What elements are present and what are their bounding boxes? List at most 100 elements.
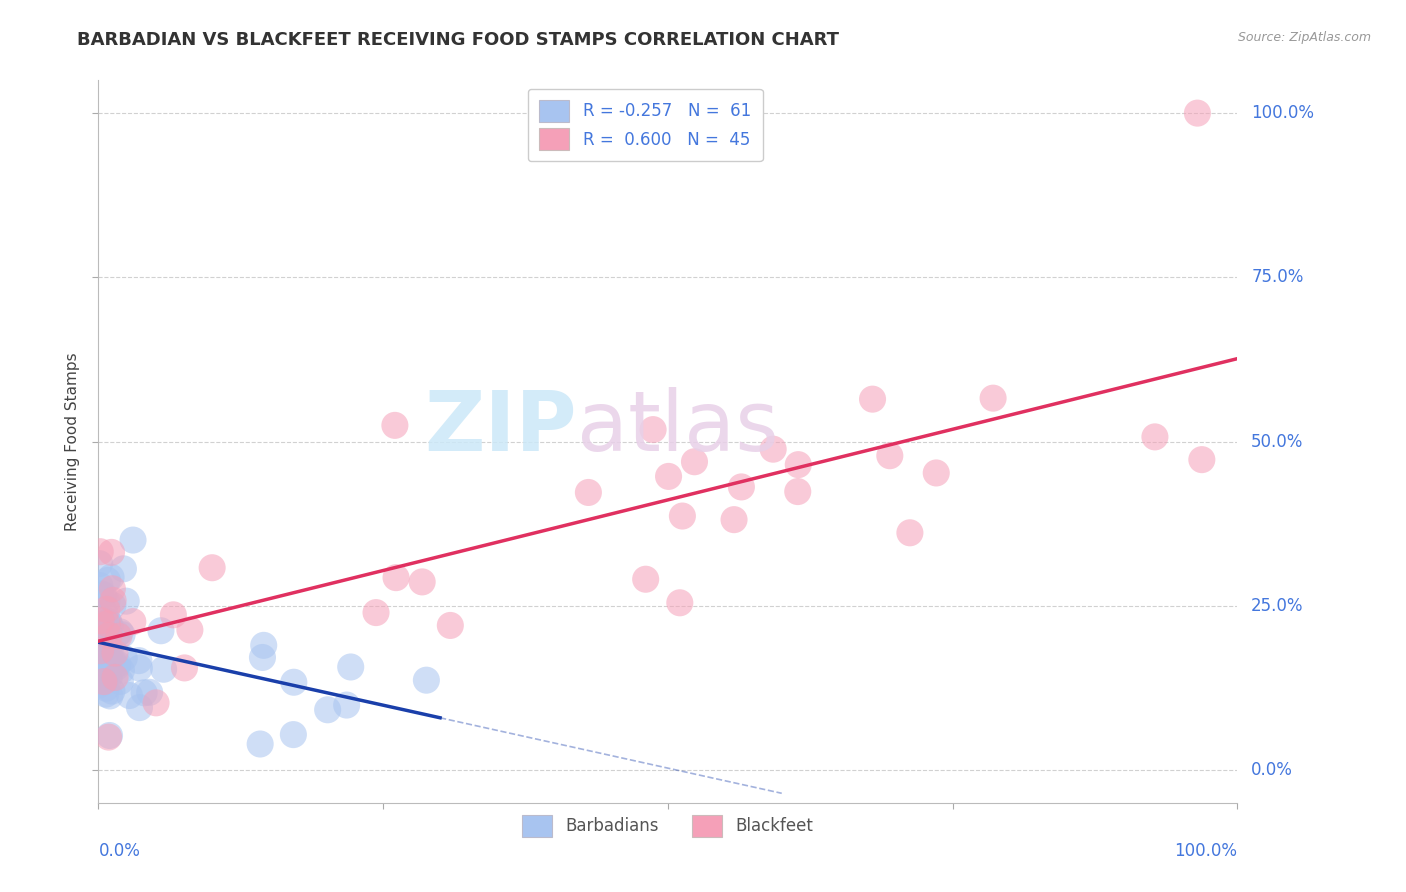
Point: [283, 675, 305, 690]
Point: [98, 671, 121, 685]
Text: 50.0%: 50.0%: [1251, 433, 1303, 450]
Point: [723, 513, 745, 527]
Point: [94, 606, 117, 620]
Point: [862, 392, 884, 406]
Point: [96, 681, 118, 696]
Point: [786, 484, 808, 499]
Point: [121, 615, 143, 629]
Point: [89, 557, 111, 571]
Point: [112, 562, 135, 576]
Point: [90, 649, 112, 664]
Point: [669, 596, 692, 610]
Text: ZIP: ZIP: [425, 386, 576, 467]
Point: [787, 458, 810, 472]
Text: 100.0%: 100.0%: [1174, 842, 1237, 860]
Point: [98, 628, 121, 642]
Point: [100, 545, 122, 559]
Point: [98, 729, 121, 743]
Point: [90, 587, 112, 601]
Point: [634, 572, 657, 586]
Point: [152, 662, 174, 676]
Point: [97, 615, 120, 629]
Point: [112, 651, 135, 665]
Point: [385, 571, 408, 585]
Point: [128, 654, 150, 668]
Point: [105, 660, 128, 674]
Point: [101, 684, 124, 698]
Point: [415, 673, 437, 688]
Point: [339, 660, 361, 674]
Point: [96, 616, 118, 631]
Point: [138, 685, 160, 699]
Point: [97, 615, 120, 629]
Point: [96, 602, 118, 616]
Point: [149, 624, 172, 638]
Point: [96, 618, 118, 632]
Point: [879, 449, 901, 463]
Point: [249, 737, 271, 751]
Text: 0.0%: 0.0%: [1251, 761, 1294, 779]
Point: [91, 630, 114, 644]
Point: [336, 698, 359, 712]
Point: [898, 525, 921, 540]
Point: [1191, 452, 1213, 467]
Point: [179, 623, 201, 637]
Point: [98, 619, 121, 633]
Point: [110, 663, 132, 677]
Point: [87, 678, 110, 692]
Point: [91, 671, 114, 685]
Point: [925, 466, 948, 480]
Point: [96, 668, 118, 682]
Y-axis label: Receiving Food Stamps: Receiving Food Stamps: [65, 352, 80, 531]
Point: [576, 485, 599, 500]
Point: [101, 599, 124, 613]
Text: 100.0%: 100.0%: [1251, 104, 1315, 122]
Point: [384, 418, 406, 433]
Point: [93, 588, 115, 602]
Point: [93, 664, 115, 678]
Point: [104, 646, 127, 660]
Point: [145, 696, 167, 710]
Point: [128, 700, 150, 714]
Point: [89, 545, 111, 559]
Point: [89, 656, 111, 670]
Text: BARBADIAN VS BLACKFEET RECEIVING FOOD STAMPS CORRELATION CHART: BARBADIAN VS BLACKFEET RECEIVING FOOD ST…: [77, 31, 839, 49]
Text: atlas: atlas: [576, 386, 779, 467]
Point: [96, 594, 118, 608]
Point: [111, 627, 134, 641]
Point: [671, 509, 693, 524]
Point: [683, 455, 706, 469]
Point: [115, 594, 138, 608]
Point: [1143, 430, 1166, 444]
Point: [108, 624, 131, 639]
Point: [101, 593, 124, 607]
Point: [128, 661, 150, 675]
Point: [122, 533, 145, 547]
Point: [105, 627, 128, 641]
Point: [93, 674, 115, 689]
Point: [101, 582, 124, 596]
Point: [1187, 106, 1209, 120]
Point: [89, 578, 111, 592]
Point: [98, 642, 121, 657]
Point: [283, 728, 305, 742]
Point: [93, 640, 115, 655]
Point: [201, 560, 224, 574]
Point: [981, 391, 1004, 405]
Point: [96, 574, 118, 588]
Point: [90, 644, 112, 658]
Point: [108, 629, 131, 643]
Point: [98, 689, 121, 703]
Point: [97, 623, 120, 637]
Point: [316, 703, 339, 717]
Point: [411, 574, 433, 589]
Point: [762, 442, 785, 457]
Point: [118, 689, 141, 703]
Point: [252, 650, 274, 665]
Point: [97, 730, 120, 744]
Point: [658, 469, 681, 483]
Point: [103, 656, 125, 670]
Point: [110, 674, 132, 689]
Point: [90, 614, 112, 628]
Point: [162, 607, 184, 622]
